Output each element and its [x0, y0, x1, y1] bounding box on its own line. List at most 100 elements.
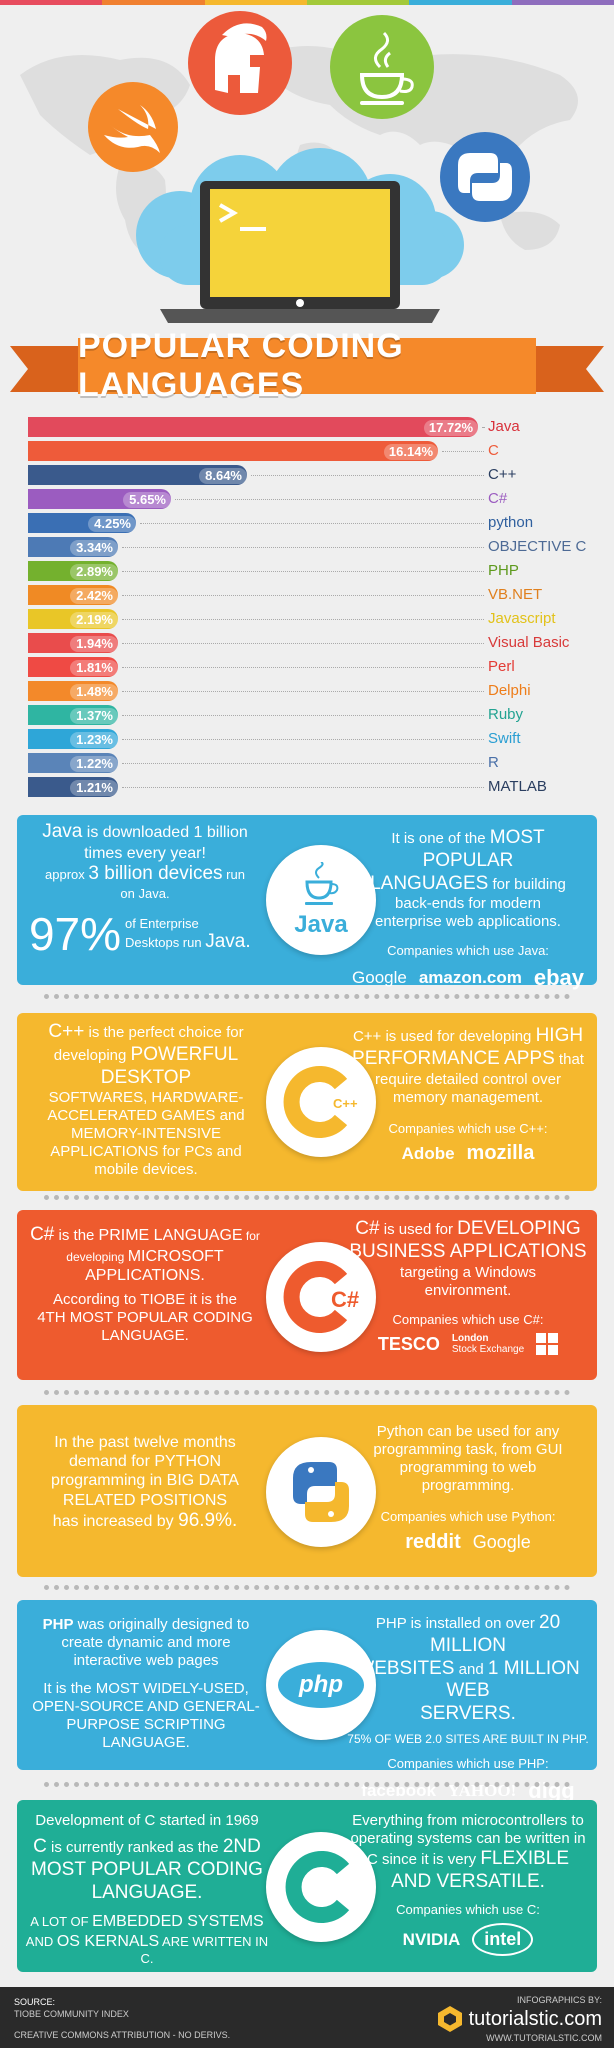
chart-bar: 1.22% — [28, 753, 118, 773]
chart-bar: 16.14% — [28, 441, 438, 461]
svg-text:C++: C++ — [333, 1096, 358, 1111]
chart-category-label: Java — [488, 418, 520, 435]
chart-bar: 1.21% — [28, 777, 118, 797]
chart-bar: 1.23% — [28, 729, 118, 749]
chart-leader-line — [122, 547, 484, 548]
mozilla-logo: mozilla — [466, 1142, 535, 1165]
chart-bar: 1.81% — [28, 657, 118, 677]
brand-url[interactable]: WWW.TUTORIALSTIC.COM — [486, 2033, 602, 2043]
chart-bar: 5.65% — [28, 489, 171, 509]
java-enterprise-pct: 97% — [28, 908, 122, 961]
chart-category-label: python — [488, 514, 534, 531]
chart-value-label: 2.89% — [70, 564, 118, 580]
chart-row: 1.81% Perl — [28, 656, 588, 678]
chart-category-label: C++ — [488, 466, 517, 483]
chart-row: 2.89% PHP — [28, 560, 588, 582]
chart-category-label: R — [488, 754, 499, 771]
terminal-icon — [160, 181, 440, 323]
chart-value-label: 8.64% — [199, 468, 247, 484]
section-divider — [44, 1195, 570, 1200]
chart-value-label: 1.22% — [70, 756, 118, 772]
python-card: In the past twelve months demand for PYT… — [17, 1405, 597, 1577]
chart-value-label: 5.65% — [123, 492, 171, 508]
csharp-facts-right: C# is used for DEVELOPING BUSINESS APPLI… — [349, 1218, 587, 1356]
c-facts-right: Everything from microcontrollers to oper… — [347, 1812, 589, 1957]
spartan-helmet-icon — [188, 11, 292, 115]
chart-leader-line — [251, 475, 484, 476]
section-divider — [44, 994, 570, 999]
python-icon — [440, 132, 530, 222]
python-facts-left: In the past twelve months demand for PYT… — [51, 1434, 239, 1531]
windows-icon — [536, 1333, 559, 1356]
chart-leader-line — [122, 619, 484, 620]
cpp-card: C++ is the perfect choice for developing… — [17, 1013, 597, 1191]
adobe-logo: Adobe — [401, 1143, 455, 1163]
chart-bar: 1.94% — [28, 633, 118, 653]
chart-category-label: C# — [488, 490, 508, 507]
brand-name: tutorialstic.com — [468, 2007, 602, 2030]
chart-bar: 2.19% — [28, 609, 118, 629]
chart-bar: 2.42% — [28, 585, 118, 605]
chart-value-label: 16.14% — [383, 444, 438, 460]
c-facts-left: Development of C started in 1969 C is cu… — [25, 1812, 269, 1966]
tutorialstic-logo-icon — [437, 2006, 462, 2032]
chart-leader-line — [122, 715, 484, 716]
chart-value-label: 17.72% — [423, 420, 478, 436]
title-banner: POPULAR CODING LANGUAGES — [0, 327, 614, 404]
ebay-logo: ebay — [533, 964, 584, 990]
cpp-c-icon: C++ — [283, 1066, 358, 1138]
chart-category-label: MATLAB — [488, 778, 547, 795]
chart-category-label: Swift — [488, 730, 521, 747]
chart-row: 3.34% OBJECTIVE C — [28, 536, 588, 558]
chart-row: 1.37% Ruby — [28, 704, 588, 726]
chart-leader-line — [122, 763, 484, 764]
python-facts-right: Python can be used for any programming t… — [373, 1423, 563, 1553]
csharp-facts-left: C# is the PRIME LANGUAGE for developing … — [30, 1224, 260, 1345]
chart-bar: 4.25% — [28, 513, 136, 533]
google-logo: Google — [472, 1531, 531, 1552]
chart-row: 16.14% C — [28, 440, 588, 462]
chart-value-label: 1.21% — [70, 780, 118, 796]
chart-leader-line — [140, 523, 484, 524]
chart-leader-line — [442, 451, 484, 452]
chart-leader-line — [122, 667, 484, 668]
brand-block: INFOGRAPHICS BY: tutorialstic.com WWW.TU… — [437, 1995, 602, 2043]
svg-text:C: C — [281, 1847, 282, 1848]
java-icon — [330, 15, 434, 119]
chart-value-label: 4.25% — [88, 516, 136, 532]
chart-value-label: 2.42% — [70, 588, 118, 604]
csharp-c-icon: C# — [283, 1261, 359, 1333]
chart-category-label: C — [488, 442, 499, 459]
php-card: PHP was originally designed to create dy… — [17, 1600, 597, 1803]
chart-row: 8.64% C++ — [28, 464, 588, 486]
chart-row: 2.19% Javascript — [28, 608, 588, 630]
chart-value-label: 1.81% — [70, 660, 118, 676]
chart-value-label: 1.23% — [70, 732, 118, 748]
chart-row: 5.65% C# — [28, 488, 588, 510]
section-divider — [44, 1782, 570, 1787]
python-logo — [266, 1437, 376, 1547]
chart-leader-line — [122, 595, 484, 596]
chart-row: 2.42% VB.NET — [28, 584, 588, 606]
source-block: SOURCE: TIOBE COMMUNITY INDEX CREATIVE C… — [14, 1997, 231, 2041]
nvidia-logo: NVIDIA — [402, 1929, 461, 1949]
reddit-logo: reddit — [405, 1530, 461, 1553]
svg-text:C#: C# — [331, 1287, 359, 1312]
chart-row: 4.25% python — [28, 512, 588, 534]
chart-category-label: Delphi — [488, 682, 531, 699]
tesco-logo: TESCO — [377, 1333, 440, 1354]
chart-bar: 17.72% — [28, 417, 478, 437]
php-facts-left: PHP was originally designed to create dy… — [32, 1616, 260, 1751]
java-logo: Java — [266, 845, 376, 955]
php-logo: php — [266, 1630, 376, 1740]
c-card: Development of C started in 1969 C is cu… — [17, 1800, 597, 1972]
intel-logo: intel — [472, 1923, 534, 1957]
chart-category-label: Perl — [488, 658, 515, 675]
language-bar-chart: 17.72% Java 16.14% C 8.64% C++ 5.65% C# 4.25% pyt… — [28, 416, 588, 800]
chart-bar: 1.48% — [28, 681, 118, 701]
cpp-logo: C++ — [266, 1047, 376, 1157]
chart-row: 1.23% Swift — [28, 728, 588, 750]
swift-icon — [88, 82, 178, 172]
chart-row: 17.72% Java — [28, 416, 588, 438]
chart-leader-line — [122, 643, 484, 644]
